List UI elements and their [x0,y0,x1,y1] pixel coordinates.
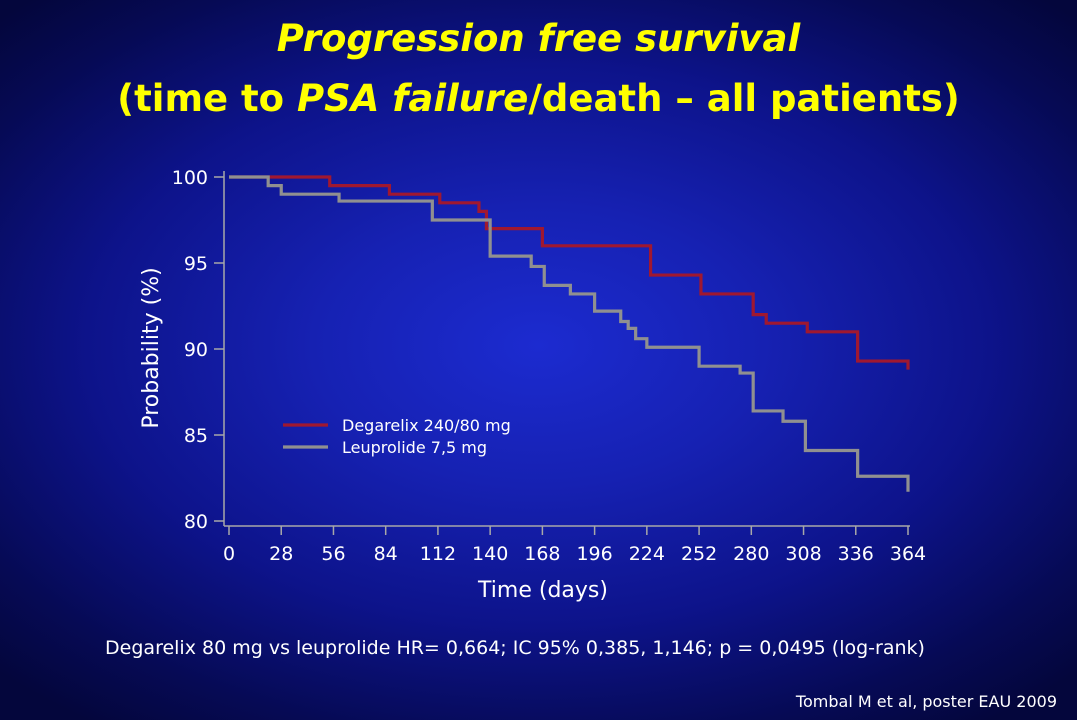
x-tick-label: 252 [681,543,717,565]
y-tick-label: 100 [172,167,208,189]
title-line2-prefix: (time to [117,77,297,120]
x-tick-label: 280 [733,543,769,565]
series-line-degarelix [229,175,910,370]
x-tick-label: 56 [321,543,345,565]
x-axis-title: Time (days) [477,578,608,603]
x-tick-label: 336 [838,543,874,565]
y-tick-label: 85 [184,425,208,447]
legend-label-degarelix: Degarelix 240/80 mg [342,416,511,435]
title-line2-suffix: /death – all patients) [528,77,960,120]
series-line-leuprolide [229,175,910,492]
x-tick-label: 364 [890,543,926,565]
x-tick-label: 0 [223,543,235,565]
hazard-ratio-footnote: Degarelix 80 mg vs leuprolide HR= 0,664;… [105,637,925,659]
legend-label-leuprolide: Leuprolide 7,5 mg [342,438,487,457]
x-tick-label: 196 [576,543,612,565]
y-axis-title: Probability (%) [139,267,164,428]
x-tick-label: 28 [269,543,293,565]
title-line2-italic: PSA failure [296,77,529,120]
x-tick-label: 308 [785,543,821,565]
slide-title-line1: Progression free survival [276,17,801,60]
source-citation: Tombal M et al, poster EAU 2009 [795,692,1057,711]
slide-title-line2: (time to PSA failure/death – all patient… [0,74,1077,124]
y-tick-label: 90 [184,339,208,361]
x-tick-label: 168 [524,543,560,565]
y-tick-label: 80 [184,511,208,533]
x-tick-label: 84 [374,543,398,565]
y-tick-label: 95 [184,253,208,275]
x-tick-label: 224 [629,543,665,565]
x-tick-label: 112 [420,543,456,565]
x-tick-label: 140 [472,543,508,565]
